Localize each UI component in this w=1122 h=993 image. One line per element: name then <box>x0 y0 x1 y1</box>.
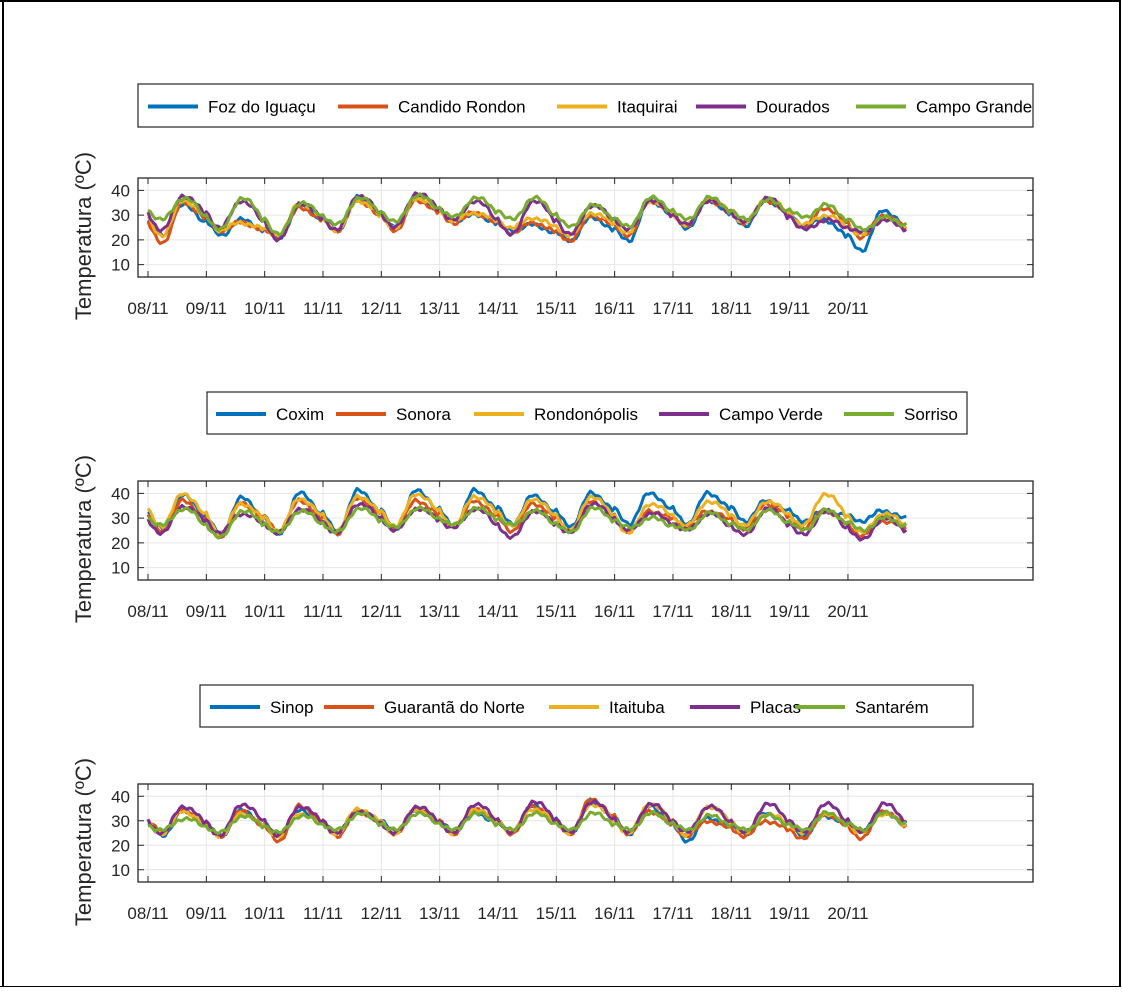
series-line-5 <box>147 505 908 540</box>
legend-label: Campo Verde <box>719 405 823 424</box>
x-tick-label: 13/11 <box>419 299 460 318</box>
x-tick-label: 15/11 <box>536 299 577 318</box>
x-tick-label: 14/11 <box>477 299 518 318</box>
x-tick-label: 13/11 <box>419 602 460 621</box>
legend-label: Itaquirai <box>617 98 677 117</box>
axes-box <box>137 177 1034 278</box>
x-tick-label: 19/11 <box>769 299 810 318</box>
legend-label: Santarém <box>855 698 929 717</box>
x-tick-label: 18/11 <box>711 299 752 318</box>
chart-panel-2: 10 20 30 40 08/11 09/11 10/11 11/11 12/11 13/11 14… <box>71 391 1034 623</box>
legend-label: Coxim <box>276 405 324 424</box>
series-line-5 <box>147 192 908 236</box>
y-tick-label: 10 <box>111 256 130 275</box>
y-tick-label: 20 <box>111 534 130 553</box>
x-tick-label: 09/11 <box>186 904 227 923</box>
x-tick-label: 20/11 <box>827 602 868 621</box>
x-tick-label: 10/11 <box>244 904 285 923</box>
x-tick-label: 11/11 <box>303 299 343 318</box>
legend-box <box>206 391 968 435</box>
x-tick-label: 11/11 <box>303 602 343 621</box>
legend-label: Dourados <box>756 98 830 117</box>
plot-area <box>138 178 1033 277</box>
legend-label: Guarantã do Norte <box>384 698 525 717</box>
y-axis-label: Temperatura (ºC) <box>71 152 96 320</box>
y-tick-label: 30 <box>111 509 130 528</box>
x-tick-label: 08/11 <box>127 602 168 621</box>
x-tick-label: 10/11 <box>244 602 285 621</box>
y-tick-label: 10 <box>111 861 130 880</box>
y-axis-label: Temperatura (ºC) <box>71 455 96 623</box>
legend-label: Placas <box>750 698 801 717</box>
series-line-5 <box>147 809 908 835</box>
axes-box <box>137 783 1034 883</box>
x-tick-label: 10/11 <box>244 299 285 318</box>
legend-label: Itaituba <box>609 698 665 717</box>
x-tick-label: 08/11 <box>127 904 168 923</box>
y-tick-label: 40 <box>111 787 130 806</box>
y-tick-label: 10 <box>111 559 130 578</box>
legend-label: Foz do Iguaçu <box>208 98 316 117</box>
series-line-4 <box>146 799 908 839</box>
axes-box <box>137 480 1034 581</box>
y-tick-label: 20 <box>111 231 130 250</box>
legend-label: Candido Rondon <box>398 98 526 117</box>
x-tick-label: 17/11 <box>652 299 693 318</box>
y-tick-label: 40 <box>111 484 130 503</box>
chart-panel-3: 10 20 30 40 08/11 09/11 10/11 11/11 12/11 13/11 14… <box>71 684 1034 926</box>
x-tick-label: 16/11 <box>594 602 635 621</box>
x-tick-label: 19/11 <box>769 904 810 923</box>
x-tick-label: 16/11 <box>594 299 635 318</box>
y-tick-label: 40 <box>111 181 130 200</box>
x-tick-label: 11/11 <box>303 904 343 923</box>
y-axis-label: Temperatura (ºC) <box>71 758 96 926</box>
x-tick-label: 14/11 <box>477 904 518 923</box>
y-tick-label: 20 <box>111 836 130 855</box>
x-tick-label: 09/11 <box>186 299 227 318</box>
x-tick-label: 16/11 <box>594 904 635 923</box>
x-tick-label: 15/11 <box>536 904 577 923</box>
x-tick-label: 17/11 <box>652 904 693 923</box>
series-line-4 <box>146 191 908 243</box>
x-tick-label: 13/11 <box>419 904 460 923</box>
x-tick-label: 12/11 <box>361 904 402 923</box>
x-tick-label: 20/11 <box>827 904 868 923</box>
x-tick-label: 09/11 <box>186 602 227 621</box>
legend-label: Sonora <box>396 405 451 424</box>
chart-panel-1: 10 20 30 40 08/11 09/11 10/11 11/11 12/11 13/11 14… <box>71 83 1034 320</box>
x-tick-label: 12/11 <box>361 299 402 318</box>
x-tick-label: 18/11 <box>711 904 752 923</box>
x-tick-label: 20/11 <box>827 299 868 318</box>
legend-label: Sinop <box>270 698 313 717</box>
legend-label: Sorriso <box>904 405 958 424</box>
x-tick-label: 19/11 <box>769 602 810 621</box>
legend-label: Campo Grande <box>916 98 1032 117</box>
x-tick-label: 15/11 <box>536 602 577 621</box>
x-tick-label: 08/11 <box>127 299 168 318</box>
y-tick-label: 30 <box>111 206 130 225</box>
x-tick-label: 17/11 <box>652 602 693 621</box>
x-tick-label: 12/11 <box>361 602 402 621</box>
y-tick-label: 30 <box>111 812 130 831</box>
legend-label: Rondonópolis <box>534 405 638 424</box>
x-tick-label: 14/11 <box>477 602 518 621</box>
x-tick-label: 18/11 <box>711 602 752 621</box>
